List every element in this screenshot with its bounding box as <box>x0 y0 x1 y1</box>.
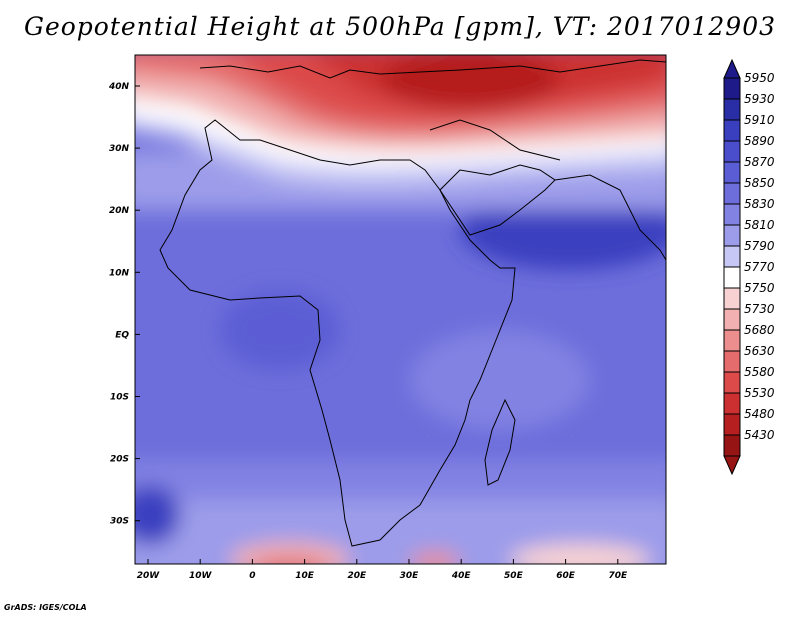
lon-tick-label: 40E <box>451 571 472 581</box>
colorbar-cell <box>723 392 741 415</box>
lon-tick-label: 20W <box>137 571 161 581</box>
colorbar-label: 5530 <box>744 386 775 400</box>
colorbar-cell <box>723 371 741 394</box>
lat-tick-label: EQ <box>115 330 129 340</box>
lon-tick-label: 10W <box>189 571 213 581</box>
lon-tick-label: 50E <box>504 571 524 581</box>
colorbar-label: 5750 <box>744 281 775 295</box>
latitude-axis: 40N 30N 20N 10N EQ 10S 20S 30S <box>108 82 140 527</box>
map-border <box>134 54 667 565</box>
colorbar-cell <box>723 98 741 121</box>
colorbar-cell <box>723 350 741 373</box>
lat-tick-label: 40N <box>108 82 130 92</box>
colorbar-label: 5930 <box>744 92 775 106</box>
colorbar-cell <box>723 287 741 310</box>
colorbar: 5950 5930 5910 5890 5870 5850 5830 5810 5790 5770… <box>723 58 775 476</box>
colorbar-label: 5480 <box>744 407 775 421</box>
coastlines <box>159 59 666 547</box>
colorbar-label: 5730 <box>744 302 775 316</box>
lon-tick-label: 70E <box>608 571 628 581</box>
colorbar-label: 5810 <box>744 218 775 232</box>
lat-tick-label: 10N <box>109 268 130 278</box>
colorbar-label: 5790 <box>744 239 775 253</box>
lat-tick-label: 30S <box>110 517 129 527</box>
lat-tick-label: 30N <box>109 144 130 154</box>
lon-tick-label: 60E <box>556 571 576 581</box>
colorbar-cell <box>723 413 741 436</box>
colorbar-label: 5580 <box>744 365 775 379</box>
lat-tick-label: 20N <box>109 206 130 216</box>
colorbar-label: 5950 <box>744 71 775 85</box>
colorbar-top-arrow <box>723 58 741 79</box>
colorbar-cell <box>723 434 741 457</box>
longitude-axis: 20W 10W 0 10E 20E 30E 40E 50E 60E 70E <box>137 559 628 581</box>
colorbar-label: 5850 <box>744 176 775 190</box>
colorbar-cell <box>723 140 741 163</box>
colorbar-bottom-arrow <box>723 455 741 476</box>
colorbar-cell <box>723 266 741 289</box>
colorbar-label: 5890 <box>744 134 775 148</box>
lat-tick-label: 10S <box>110 393 129 403</box>
colorbar-label: 5770 <box>744 260 775 274</box>
colorbar-cell <box>723 245 741 268</box>
lon-tick-label: 20E <box>347 571 367 581</box>
grads-credit: GrADS: IGES/COLA <box>4 603 87 612</box>
colorbar-label: 5430 <box>744 428 775 442</box>
colorbar-cell <box>723 161 741 184</box>
chart-title: Geopotential Height at 500hPa [gpm], VT:… <box>23 12 777 41</box>
colorbar-label: 5870 <box>744 155 775 169</box>
colorbar-label: 5630 <box>744 344 775 358</box>
colorbar-cell <box>723 203 741 226</box>
colorbar-cell <box>723 182 741 205</box>
colorbar-label: 5680 <box>744 323 775 337</box>
lon-tick-label: 30E <box>400 571 420 581</box>
colorbar-cell <box>723 329 741 352</box>
colorbar-cell <box>723 224 741 247</box>
lon-tick-label: 10E <box>295 571 315 581</box>
colorbar-label: 5910 <box>744 113 775 127</box>
colorbar-cell <box>723 308 741 331</box>
colorbar-label: 5830 <box>744 197 775 211</box>
height-field <box>135 55 666 564</box>
lon-tick-label: 0 <box>249 571 255 581</box>
colorbar-cell <box>723 119 741 142</box>
colorbar-cell <box>723 77 741 100</box>
lat-tick-label: 20S <box>110 455 129 465</box>
